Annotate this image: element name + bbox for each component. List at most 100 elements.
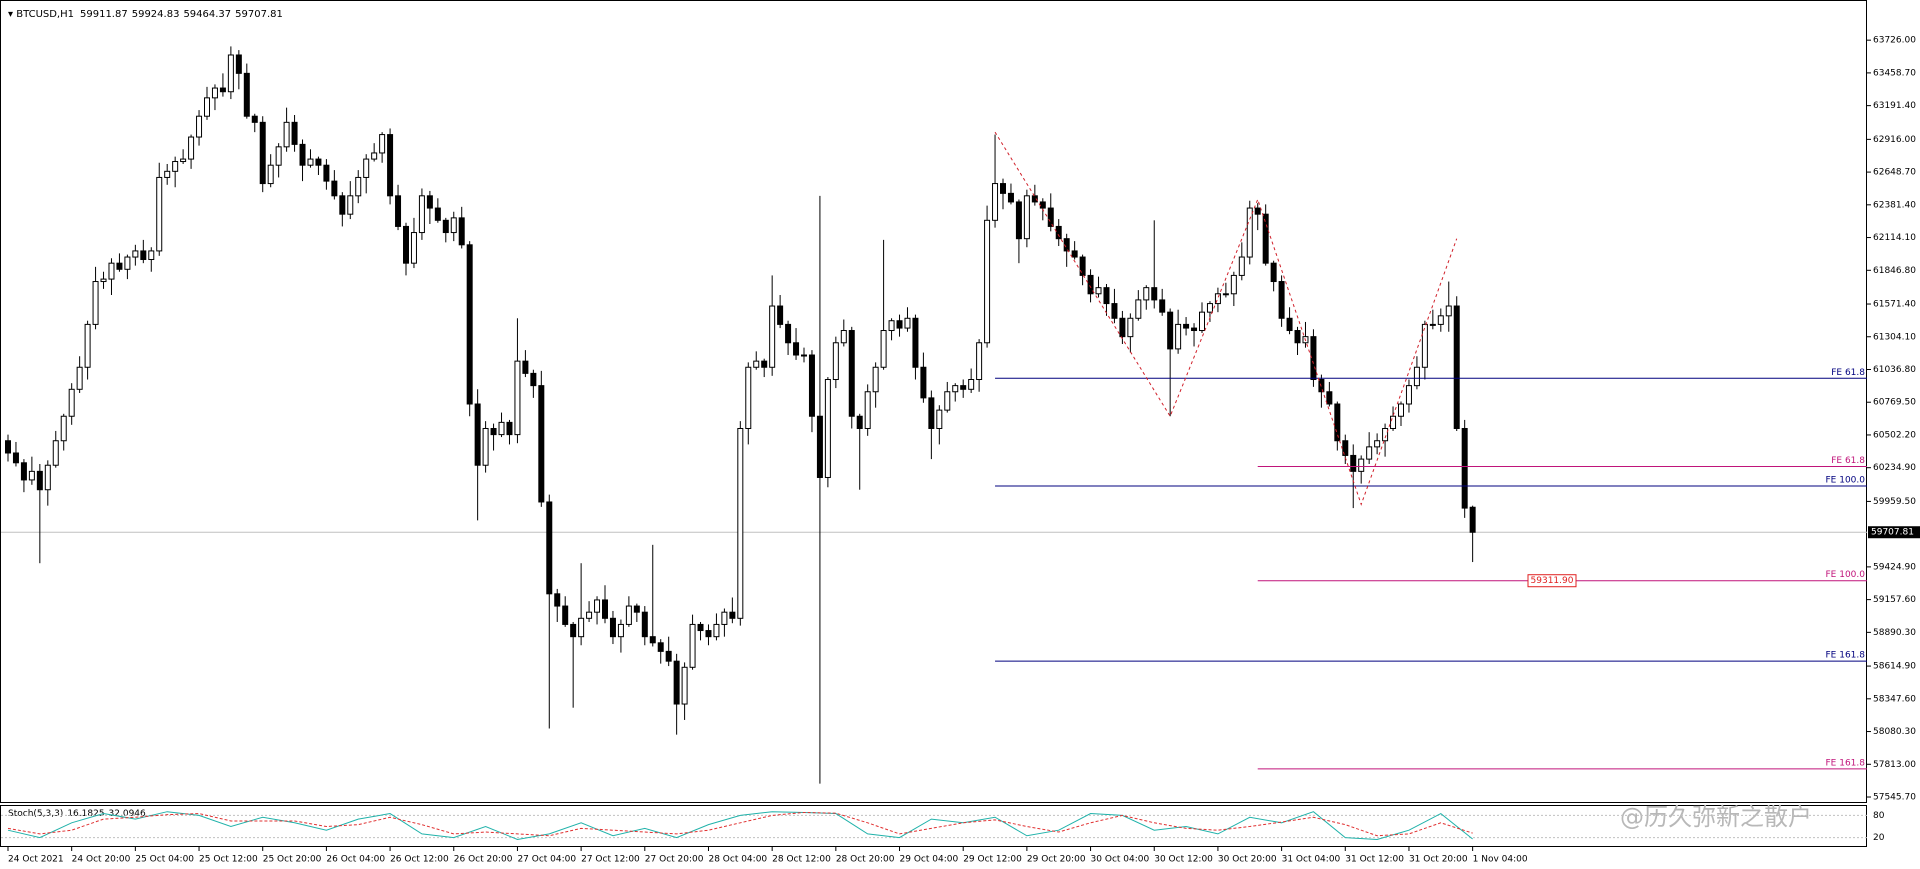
x-tick-label: 24 Oct 2021 <box>8 855 64 865</box>
x-tick-label: 28 Oct 04:00 <box>708 855 767 865</box>
candle-body <box>1246 207 1253 258</box>
candle-body <box>1342 440 1349 456</box>
candle-body <box>275 146 282 166</box>
candle-body <box>1461 427 1468 509</box>
candle-body <box>116 262 123 270</box>
candle-body <box>617 623 624 638</box>
symbol: BTCUSD,H1 <box>16 9 74 20</box>
candle-body <box>44 464 51 491</box>
candle-body <box>912 317 919 368</box>
candle-body <box>442 219 449 234</box>
x-tick-label: 26 Oct 12:00 <box>390 855 449 865</box>
y-tick-label: 58890.30 <box>1873 628 1916 638</box>
candle-body <box>1175 323 1182 350</box>
candle-body <box>824 379 831 478</box>
candle-body <box>665 650 672 662</box>
candle-body <box>1167 311 1174 350</box>
candle-body <box>92 281 99 325</box>
candle-body <box>538 385 545 503</box>
candle-body <box>633 605 640 613</box>
candle-body <box>267 164 274 185</box>
candle-body <box>1199 311 1205 332</box>
candle-body <box>657 642 664 652</box>
candle-body <box>1007 192 1014 203</box>
candle-body <box>1015 201 1022 240</box>
candle-body <box>1398 403 1404 417</box>
candle-body <box>697 623 704 632</box>
candle-body <box>20 462 27 481</box>
candle-body <box>219 87 226 93</box>
x-tick-label: 30 Oct 04:00 <box>1091 855 1150 865</box>
candle-body <box>1095 287 1102 295</box>
candle-body <box>1159 299 1166 313</box>
candle-body <box>1191 327 1198 332</box>
candle-body <box>323 164 330 182</box>
candle-body <box>1326 391 1333 405</box>
candle-body <box>753 360 760 368</box>
candle-body <box>960 385 967 390</box>
candle-body <box>172 161 179 172</box>
candle-body <box>410 232 417 264</box>
y-tick-label: 60769.50 <box>1873 398 1916 408</box>
chart-header: ▾ BTCUSD,H1 59911.87 59924.83 59464.37 59707… <box>8 9 283 20</box>
price-box-label: 59311.90 <box>1531 576 1574 586</box>
fe-level-label: FE 100.0 <box>1826 570 1866 580</box>
candle-body <box>1238 256 1245 276</box>
indicator-header: Stoch(5,3,3) 16.1825 32.0946 <box>8 809 146 819</box>
candle-body <box>856 415 863 429</box>
x-tick-label: 1 Nov 04:00 <box>1473 855 1528 865</box>
candle-body <box>1071 250 1078 258</box>
y-tick-label: 62916.00 <box>1873 135 1916 145</box>
candle-body <box>347 195 354 215</box>
candle-body <box>1151 287 1158 301</box>
y-tick-label: 62381.40 <box>1873 200 1916 210</box>
candle-body <box>458 217 465 246</box>
candle-body <box>132 250 139 258</box>
candle-body <box>60 415 67 442</box>
fe-level-label: FE 100.0 <box>1826 476 1866 486</box>
candle-body <box>474 403 481 466</box>
y-tick-label: 59959.50 <box>1873 497 1916 507</box>
candle-body <box>1119 317 1126 338</box>
y-tick-label: 62114.10 <box>1873 233 1916 243</box>
indicator-line <box>7 811 1473 840</box>
candle-body <box>864 391 871 429</box>
current-price-box <box>1868 526 1920 539</box>
candle-body <box>84 323 91 368</box>
y-tick-label: 61571.40 <box>1873 300 1916 310</box>
candle-body <box>188 136 195 160</box>
fe-level-label: FE 161.8 <box>1826 758 1866 768</box>
x-tick-label: 30 Oct 20:00 <box>1218 855 1277 865</box>
candle-body <box>625 605 632 625</box>
x-tick-label: 26 Oct 04:00 <box>326 855 385 865</box>
candle-body <box>12 452 19 464</box>
y-tick-label: 60234.90 <box>1873 463 1916 473</box>
candle-body <box>108 262 115 280</box>
candle-body <box>1278 281 1285 319</box>
candle-body <box>578 617 585 638</box>
candle-body <box>506 421 513 436</box>
candle-body <box>562 605 569 625</box>
candle-body <box>1453 305 1460 429</box>
candle-body <box>522 360 529 374</box>
indicator-main: 16.1825 <box>67 809 104 819</box>
y-tick-label: 60502.20 <box>1873 430 1916 440</box>
candle-body <box>928 397 935 429</box>
candle-body <box>379 134 386 154</box>
candle-body <box>1039 201 1046 209</box>
y-tick-label: 59424.90 <box>1873 562 1916 572</box>
candle-body <box>100 278 107 283</box>
header-low: 59464.37 <box>183 9 231 20</box>
candle-body <box>339 195 346 215</box>
candle-body <box>896 320 903 329</box>
candle-body <box>1087 274 1094 295</box>
y-tick-label: 58614.90 <box>1873 662 1916 672</box>
y-tick-label: 62648.70 <box>1873 168 1916 178</box>
candle-body <box>904 317 911 329</box>
candle-body <box>490 427 497 436</box>
candle-body <box>307 158 314 166</box>
fe-level-label: FE 61.8 <box>1831 368 1865 378</box>
menu-arrow: ▾ <box>8 9 16 20</box>
x-tick-label: 27 Oct 20:00 <box>645 855 704 865</box>
candle-body <box>1294 330 1301 344</box>
